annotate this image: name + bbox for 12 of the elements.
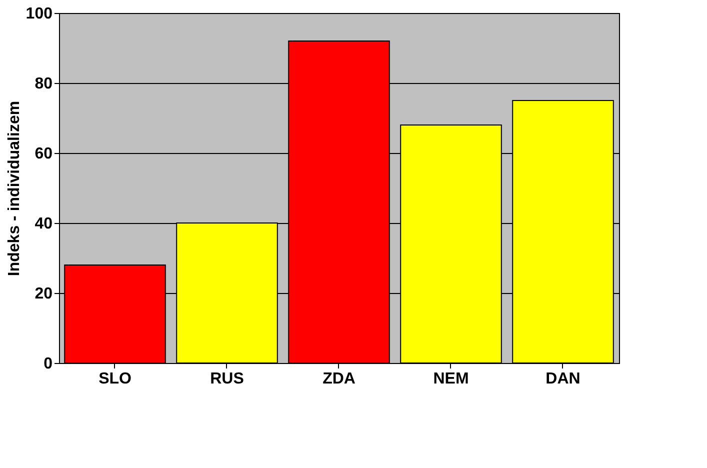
- y-tick-label: 80: [34, 76, 53, 92]
- y-tick-label: 0: [44, 356, 53, 372]
- y-tick-label: 60: [34, 146, 53, 162]
- y-tick-label: 100: [26, 6, 53, 22]
- y-tick-label: 20: [34, 286, 53, 302]
- x-tick-label: SLO: [98, 370, 132, 388]
- x-tick-label: RUS: [210, 370, 244, 388]
- y-axis-title: Indeks - individualizem: [6, 100, 23, 276]
- y-tick-label: 40: [34, 216, 53, 232]
- x-tick-label: NEM: [433, 370, 469, 388]
- x-tick-label: ZDA: [322, 370, 356, 388]
- x-tick-label: DAN: [546, 370, 580, 388]
